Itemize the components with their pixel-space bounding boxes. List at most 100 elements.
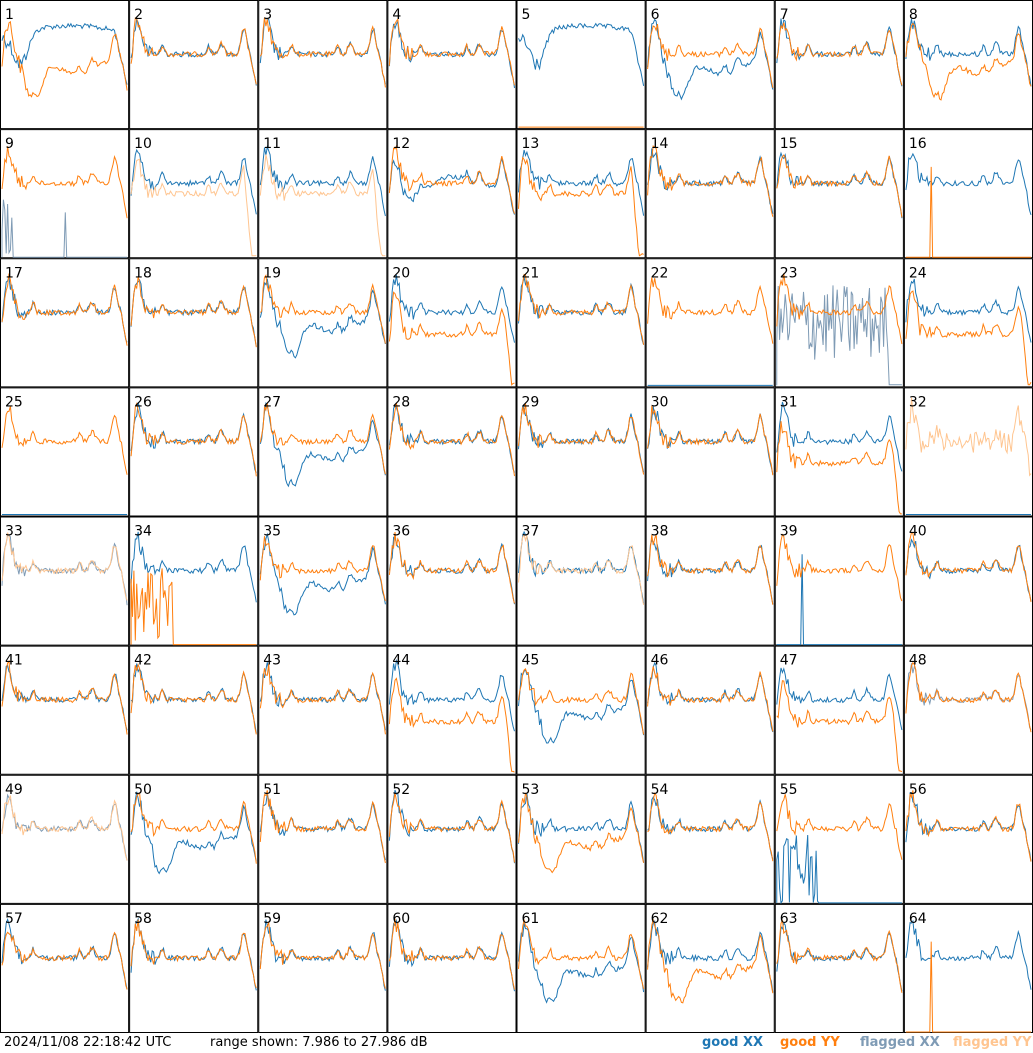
panel-frame bbox=[774, 387, 904, 517]
series-yy bbox=[776, 680, 903, 773]
panel-4: 4 bbox=[387, 0, 517, 130]
panel-frame bbox=[516, 516, 646, 646]
panel-frame bbox=[387, 258, 517, 388]
series-yy bbox=[259, 922, 386, 989]
series-yy bbox=[647, 145, 774, 217]
series-yy bbox=[647, 534, 774, 605]
series-xx bbox=[259, 401, 386, 488]
panel-46: 46 bbox=[645, 645, 775, 775]
series-yy bbox=[130, 402, 257, 477]
panel-label: 50 bbox=[134, 782, 152, 798]
series-xx bbox=[776, 401, 903, 472]
series-yy bbox=[776, 154, 903, 218]
panel-label: 57 bbox=[5, 911, 23, 927]
panel-51: 51 bbox=[258, 774, 388, 904]
panel-frame bbox=[774, 903, 904, 1033]
series-yy bbox=[130, 792, 257, 864]
panel-label: 28 bbox=[392, 394, 410, 410]
series-xx bbox=[905, 919, 1032, 990]
series-yy bbox=[776, 22, 903, 86]
panel-56: 56 bbox=[903, 774, 1033, 904]
series-xx bbox=[518, 149, 645, 216]
panel-59: 59 bbox=[258, 903, 388, 1033]
panel-5: 5 bbox=[516, 0, 646, 130]
panel-60: 60 bbox=[387, 903, 517, 1033]
panel-frame bbox=[903, 516, 1033, 646]
panel-label: 37 bbox=[522, 524, 540, 540]
series-xx bbox=[518, 923, 645, 1004]
series-xx bbox=[776, 554, 902, 646]
panel-47: 47 bbox=[774, 645, 904, 775]
series-yy bbox=[776, 794, 903, 860]
series-xx bbox=[905, 791, 1032, 862]
legend-flagged-yy: flagged YY bbox=[953, 1035, 1032, 1050]
panel-frame bbox=[387, 387, 517, 517]
panel-label: 32 bbox=[909, 394, 927, 410]
series-yy bbox=[259, 663, 386, 735]
series-xx bbox=[776, 834, 902, 905]
panel-34: 34 bbox=[129, 516, 259, 646]
panel-label: 10 bbox=[134, 136, 152, 152]
series-xx bbox=[905, 18, 1032, 87]
series-yy bbox=[388, 291, 515, 386]
panel-label: 19 bbox=[263, 265, 281, 281]
panel-39: 39 bbox=[774, 516, 904, 646]
series-yy bbox=[1, 931, 128, 990]
footer: 2024/11/08 22:18:42 UTC range shown: 7.9… bbox=[0, 1033, 1033, 1053]
legend-good-yy: good YY bbox=[780, 1035, 840, 1050]
panel-frame bbox=[516, 258, 646, 388]
panel-label: 55 bbox=[780, 782, 798, 798]
series-xx bbox=[518, 22, 645, 86]
panel-2: 2 bbox=[129, 0, 259, 130]
series-yy bbox=[905, 531, 1032, 603]
panel-16: 16 bbox=[903, 129, 1033, 259]
panel-frame bbox=[258, 774, 388, 904]
panel-23: 23 bbox=[774, 258, 904, 388]
panel-label: 8 bbox=[909, 7, 918, 23]
series-yy bbox=[1, 273, 128, 346]
series-yy bbox=[518, 533, 645, 605]
panel-label: 20 bbox=[392, 265, 410, 281]
panel-frame bbox=[645, 387, 775, 517]
panel-frame bbox=[258, 645, 388, 775]
panel-frame bbox=[129, 129, 259, 259]
panel-frame bbox=[516, 903, 646, 1033]
panel-label: 61 bbox=[522, 911, 540, 927]
panel-frame bbox=[0, 774, 130, 904]
panel-label: 4 bbox=[392, 7, 401, 23]
series-yy bbox=[905, 790, 1032, 862]
panel-44: 44 bbox=[387, 645, 517, 775]
panel-label: 17 bbox=[5, 265, 23, 281]
series-xx bbox=[518, 277, 645, 345]
panel-label: 12 bbox=[392, 136, 410, 152]
panel-frame bbox=[774, 129, 904, 259]
panel-frame bbox=[258, 0, 388, 130]
panel-13: 13 bbox=[516, 129, 646, 259]
series-yy bbox=[388, 792, 515, 863]
panel-11: 11 bbox=[258, 129, 388, 259]
series-yy bbox=[130, 568, 257, 646]
panel-frame bbox=[645, 645, 775, 775]
panel-63: 63 bbox=[774, 903, 904, 1033]
panel-15: 15 bbox=[774, 129, 904, 259]
panel-10: 10 bbox=[129, 129, 259, 259]
panel-frame bbox=[387, 0, 517, 130]
timestamp: 2024/11/08 22:18:42 UTC bbox=[4, 1035, 172, 1050]
panel-24: 24 bbox=[903, 258, 1033, 388]
panel-25: 25 bbox=[0, 387, 130, 517]
panel-42: 42 bbox=[129, 645, 259, 775]
panel-26: 26 bbox=[129, 387, 259, 517]
panel-50: 50 bbox=[129, 774, 259, 904]
panel-1: 1 bbox=[0, 0, 130, 130]
panel-frame bbox=[129, 258, 259, 388]
series-xx bbox=[647, 661, 774, 733]
panel-label: 29 bbox=[522, 394, 540, 410]
series-xx bbox=[647, 18, 774, 101]
panel-frame bbox=[645, 258, 775, 388]
series-yy bbox=[1, 406, 128, 475]
legend-good-xx: good XX bbox=[702, 1035, 764, 1050]
series-xx bbox=[776, 667, 903, 731]
series-yy bbox=[1, 532, 128, 601]
panel-frame bbox=[903, 258, 1033, 388]
panel-frame bbox=[129, 903, 259, 1033]
